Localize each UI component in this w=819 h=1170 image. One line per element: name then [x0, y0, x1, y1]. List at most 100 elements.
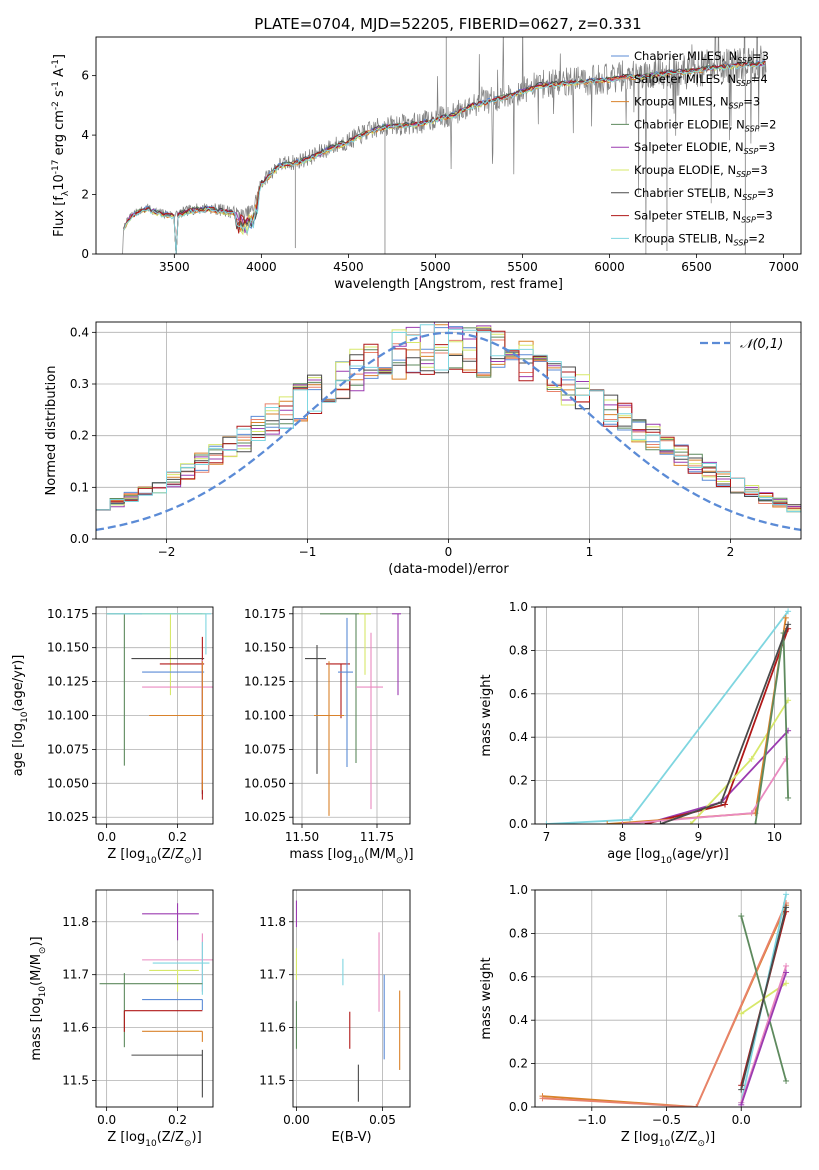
model-line-salpeter_elodie [123, 62, 766, 254]
x-tick-label: 5500 [507, 260, 538, 274]
x-tick-label: 0.0 [97, 830, 116, 844]
y-tick-label: 10.050 [47, 776, 89, 790]
x-tick-label: 0 [445, 545, 453, 559]
y-tick-label: 0.0 [509, 817, 528, 831]
x-tick-label: 3500 [159, 260, 190, 274]
y-tick-label: 10.125 [244, 675, 286, 689]
model-line-chabrier_stelib [123, 60, 766, 254]
y-tick-label: 10.025 [244, 810, 286, 824]
series-line-pink [622, 758, 787, 824]
x-axis-label: wavelength [Angstrom, rest frame] [334, 277, 563, 292]
y-tick-label: 0.2 [509, 774, 528, 788]
x-tick-label: 2 [727, 545, 735, 559]
x-tick-label: 0.2 [168, 1113, 187, 1127]
mass_vs_Z-plot-area [99, 903, 213, 1098]
y-tick-label: 11.8 [259, 915, 286, 929]
mass_weight_vs_Z-panel: −1.0 −0.5 0.0 0.0 0.2 0.4 0.6 0.8 1.0 Z [log10​(Z… [479, 883, 802, 1149]
y-tick-label: 10.175 [47, 607, 89, 621]
y-tick-label: 11.8 [62, 915, 89, 929]
y-axis-label: mass weight [479, 674, 494, 756]
model-line-kroupa_miles [123, 62, 766, 254]
x-tick-label: 0.00 [283, 1113, 310, 1127]
spectrum-plot-area [122, 37, 767, 254]
y-tick-label: 0.2 [509, 1057, 528, 1071]
residuals-panel: −2 −1 0 1 2 0.0 0.1 0.2 0.3 0.4 (data-model)/error… [44, 321, 802, 577]
series-line-chabrier_elodie [754, 632, 789, 824]
age_vs_Z-panel: 0.0 0.2 10.025 10.050 10.075 10.100 10.125 10.1… [11, 606, 214, 866]
x-tick-label: 0.0 [97, 1113, 116, 1127]
series-line-pink [740, 965, 787, 1103]
y-tick-label: 4 [81, 128, 89, 142]
spectrum-legend: Chabrier MILES, NSSP=3 Salpeter MILES, NS… [611, 49, 776, 247]
y-tick-label: 2 [81, 188, 89, 202]
legend-label: Chabrier ELODIE, NSSP=2 [634, 117, 776, 133]
model-line-chabrier_elodie [123, 60, 766, 254]
histogram-kroupa_stelib [96, 324, 801, 512]
residuals-plot-area [96, 322, 801, 532]
x-tick-label: 4500 [333, 260, 364, 274]
mass_weight_vs_age-panel: 7 8 9 10 0.0 0.2 0.4 0.6 0.8 1.0 age [log10​(age/y… [479, 600, 802, 866]
age_vs_mass-panel: 11.50 11.75 10.025 10.050 10.075 10.100 10.125… [244, 606, 414, 866]
x-tick-label: 0.0 [732, 1113, 751, 1127]
series-line-kroupa_stelib [546, 610, 789, 824]
x-tick-label: 0.05 [369, 1113, 396, 1127]
x-axis-label: Z [log10​(Z/Z⊙​)] [107, 847, 201, 866]
legend-label-normal: 𝒩(0,1) [740, 337, 783, 352]
histogram-salpeter_elodie [96, 322, 801, 511]
x-tick-label: −0.5 [652, 1113, 681, 1127]
x-tick-label: −1.0 [577, 1113, 606, 1127]
x-axis-label: mass [log10​(M/M⊙​)] [289, 847, 413, 866]
residual-legend: 𝒩(0,1) [700, 337, 783, 352]
x-tick-label: 4000 [246, 260, 277, 274]
mass_vs_Z-panel: 0.0 0.2 11.5 11.6 11.7 11.8 Z [log10​(Z/Z⊙​)] m… [29, 889, 214, 1149]
mass_weight_vs_Z-plot-area [539, 891, 790, 1107]
normal-curve [96, 331, 801, 532]
series-line-chabrier_stelib [740, 907, 787, 1090]
model-line-salpeter_miles [123, 60, 766, 254]
y-tick-label: 10.150 [47, 641, 89, 655]
x-tick-label: −2 [158, 545, 176, 559]
x-tick-label: 7000 [768, 260, 799, 274]
legend-label: Salpeter MILES, NSSP=4 [634, 72, 768, 88]
mass_vs_ebv-plot-area [295, 900, 401, 1102]
y-tick-label: 0.8 [509, 926, 528, 940]
y-tick-label: 10.025 [47, 810, 89, 824]
y-axis-label: age [log10​(age/yr)] [11, 655, 30, 777]
y-tick-label: 11.6 [259, 1021, 286, 1035]
legend-label: Chabrier STELIB, NSSP=3 [634, 186, 774, 202]
legend-label: Salpeter STELIB, NSSP=3 [634, 209, 773, 225]
y-axis-label: mass weight [479, 957, 494, 1039]
y-tick-label: 11.7 [62, 968, 89, 982]
spectrum-panel: 3500 4000 4500 5000 5500 6000 6500 7000 0 2 4 6 wave… [51, 36, 802, 292]
y-tick-label: 0.2 [70, 429, 89, 443]
y-tick-label: 10.125 [47, 675, 89, 689]
x-tick-label: 7 [543, 830, 551, 844]
model-line-kroupa_stelib [123, 61, 766, 254]
y-axis-label: Flux [fλ​10-17​ erg cm-2​ s-1​ A-1​] [51, 54, 71, 237]
y-tick-label: 10.175 [244, 607, 286, 621]
x-axis-label: Z [log10​(Z/Z⊙​)] [107, 1130, 201, 1149]
x-tick-label: 5000 [420, 260, 451, 274]
mass_vs_Z-frame [95, 889, 214, 1108]
legend-label: Kroupa ELODIE, NSSP=3 [634, 163, 768, 179]
y-tick-label: 0 [81, 247, 89, 261]
y-tick-label: 0.4 [70, 325, 89, 339]
y-tick-label: 0.4 [509, 730, 528, 744]
x-tick-label: 6500 [681, 260, 712, 274]
y-tick-label: 0.3 [70, 377, 89, 391]
spectrum-frame [95, 36, 802, 255]
model-line-kroupa_elodie [123, 62, 766, 254]
y-tick-label: 1.0 [509, 600, 528, 614]
mass_weight_vs_age-plot-area [543, 608, 792, 824]
legend-label: Kroupa STELIB, NSSP=2 [634, 231, 765, 247]
legend-label: Kroupa MILES, NSSP=3 [634, 95, 760, 111]
y-axis-label: mass [log10​(M/M⊙​)] [29, 936, 48, 1060]
y-tick-label: 0.0 [509, 1100, 528, 1114]
y-tick-label: 0.8 [509, 643, 528, 657]
x-tick-label: 6000 [594, 260, 625, 274]
y-tick-label: 11.5 [62, 1074, 89, 1088]
model-line-chabrier_miles [123, 60, 766, 254]
mass_vs_ebv-panel: 0.00 0.05 11.5 11.6 11.7 11.8 E(B-V) [259, 889, 411, 1145]
x-tick-label: 8 [619, 830, 627, 844]
